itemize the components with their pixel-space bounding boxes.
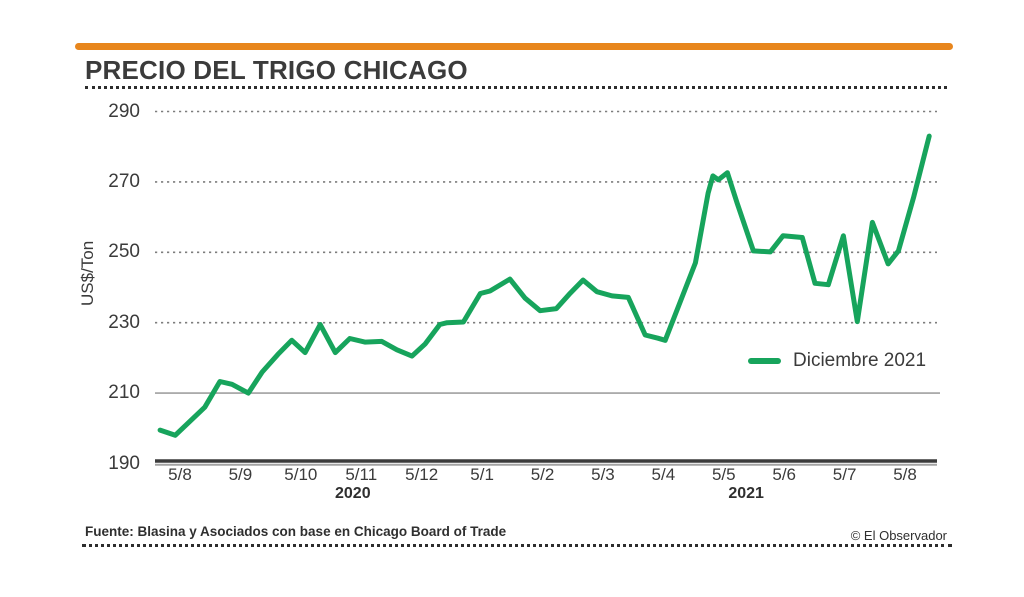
legend: Diciembre 2021 <box>747 350 926 372</box>
y-tick-label-210: 210 <box>108 382 140 404</box>
x-tick-label-8: 5/4 <box>651 465 676 484</box>
x-tick-label-11: 5/7 <box>832 465 857 484</box>
copyright: © El Observador <box>850 528 947 543</box>
year-label-2021: 2021 <box>728 485 764 502</box>
y-tick-label-230: 230 <box>108 311 140 333</box>
year-label-2020: 2020 <box>335 485 371 502</box>
footer-dotted-rule <box>82 544 952 547</box>
legend-label: Diciembre 2021 <box>793 350 927 371</box>
x-tick-label-6: 5/2 <box>530 465 555 484</box>
x-tick-label-2: 5/10 <box>284 465 318 484</box>
x-tick-label-4: 5/12 <box>405 465 439 484</box>
series-line-diciembre-2021 <box>157 133 932 438</box>
x-tick-label-7: 5/3 <box>591 465 615 484</box>
x-tick-label-12: 5/8 <box>893 465 917 484</box>
y-tick-label-290: 290 <box>108 100 140 122</box>
y-tick-label-250: 250 <box>108 241 140 263</box>
page-title: PRECIO DEL TRIGO CHICAGO <box>85 55 468 85</box>
title-dotted-rule <box>85 86 947 89</box>
legend-line-swatch <box>748 358 781 364</box>
x-tick-label-9: 5/5 <box>711 465 736 484</box>
source-note: Fuente: Blasina y Asociados con base en … <box>85 524 507 539</box>
y-tick-label-270: 270 <box>108 170 140 192</box>
x-tick-label-0: 5/8 <box>168 465 192 484</box>
x-tick-label-1: 5/9 <box>228 465 253 484</box>
x-tick-label-3: 5/11 <box>345 465 378 484</box>
x-tick-label-5: 5/1 <box>470 465 494 484</box>
accent-bar <box>75 43 953 50</box>
x-tick-label-10: 5/6 <box>772 465 796 484</box>
y-tick-label-190: 190 <box>108 452 140 474</box>
